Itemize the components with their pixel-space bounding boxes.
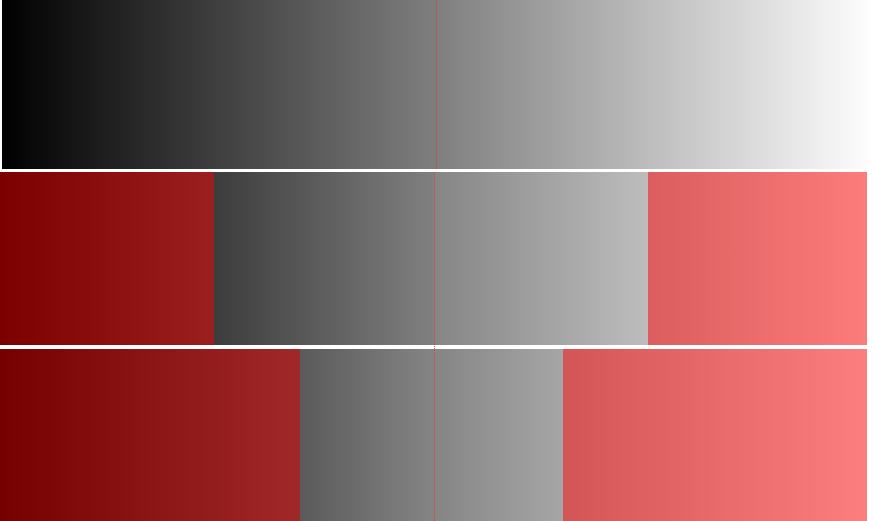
gradient-segment	[0, 172, 215, 345]
center-guide-line-bottom	[434, 172, 435, 521]
gradient-segment	[2, 0, 869, 169]
band-red-gray-red-thirds	[0, 349, 867, 521]
band-red-gray-red-quarters	[0, 172, 867, 345]
gradient-segment	[435, 349, 563, 521]
gradient-segment	[647, 172, 867, 345]
gradient-segment	[214, 172, 435, 345]
gradient-segment	[299, 349, 436, 521]
gradient-segment	[562, 349, 867, 521]
gradient-segment	[0, 349, 300, 521]
center-guide-line-top	[436, 0, 437, 169]
gradient-segment	[434, 172, 648, 345]
band-grayscale-ramp	[2, 0, 869, 169]
